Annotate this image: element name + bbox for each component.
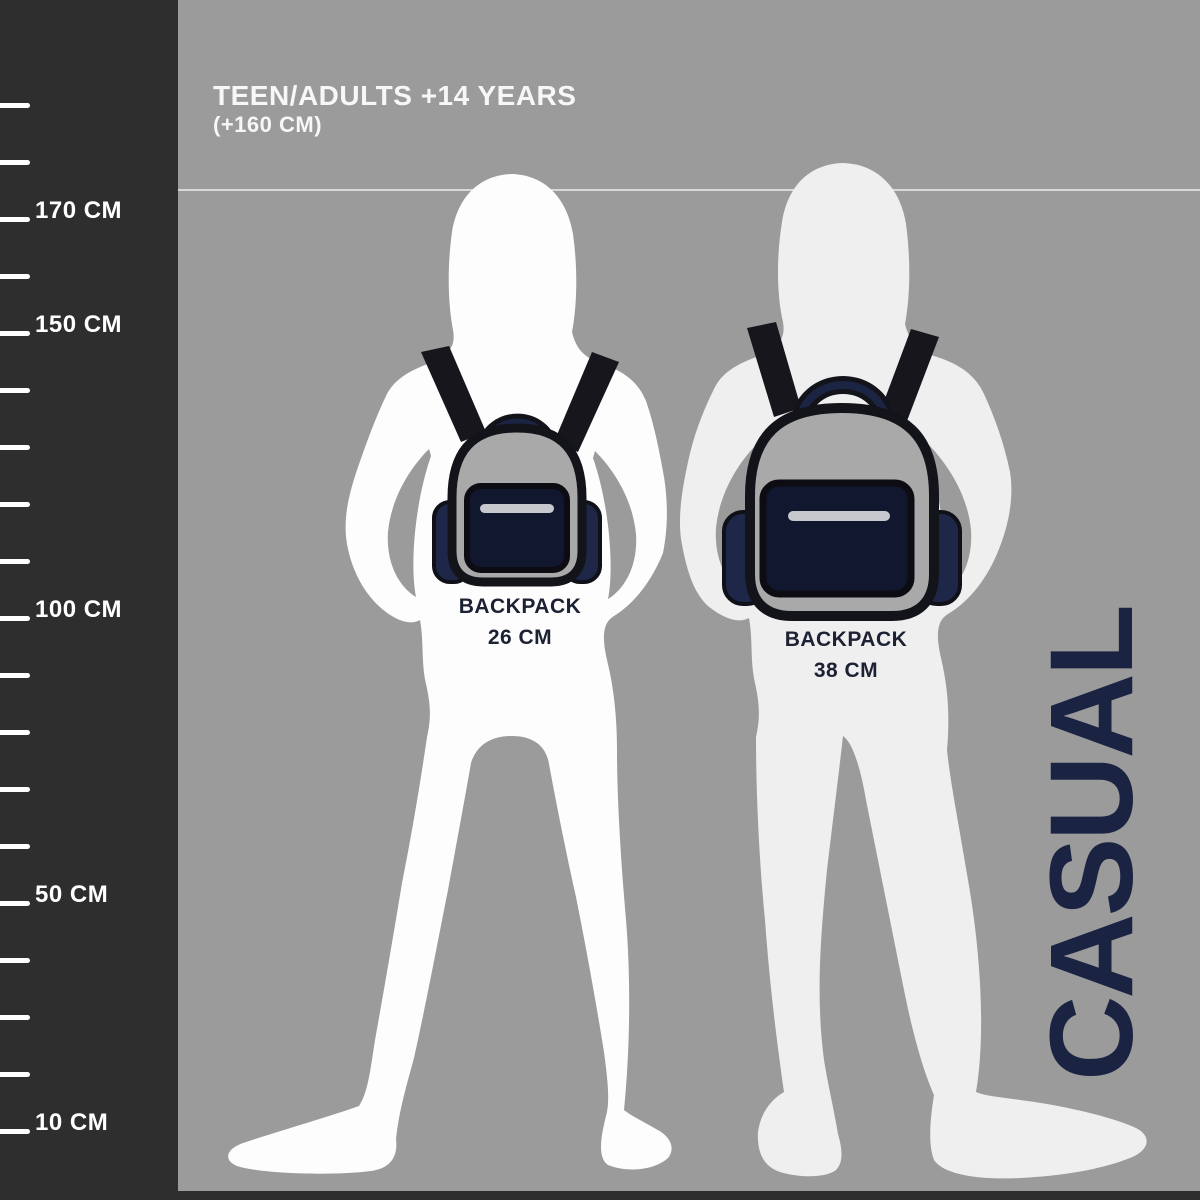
ruler-tick bbox=[0, 844, 30, 849]
ruler-tick bbox=[0, 217, 30, 222]
ruler-tick bbox=[0, 616, 30, 621]
ruler-label: 100 CM bbox=[35, 596, 123, 623]
ruler-tick bbox=[0, 103, 30, 108]
front-pocket bbox=[759, 479, 915, 598]
silhouette-left-figure bbox=[228, 174, 672, 1174]
strap-right bbox=[880, 329, 939, 421]
backpack-label-line1: BACKPACK bbox=[458, 595, 582, 618]
age-group-header: TEEN/ADULTS +14 YEARS (+160 CM) bbox=[213, 80, 576, 138]
backpack-26cm-icon bbox=[421, 346, 619, 587]
backpack-label-size: 38 CM bbox=[813, 659, 879, 682]
ruler-tick bbox=[0, 160, 30, 165]
ruler-tick bbox=[0, 1015, 30, 1020]
ruler-tick bbox=[0, 901, 30, 906]
ruler-label: 50 CM bbox=[35, 881, 109, 908]
ruler-tick bbox=[0, 502, 30, 507]
age-group-height: (+160 CM) bbox=[213, 112, 323, 137]
ruler-tick bbox=[0, 958, 30, 963]
ruler-tick bbox=[0, 730, 30, 735]
bottom-strip bbox=[0, 1191, 1200, 1200]
ruler-label: 150 CM bbox=[35, 311, 123, 338]
collection-name-vertical: CASUAL bbox=[1026, 607, 1158, 1081]
person-silhouette bbox=[228, 174, 672, 1174]
arm-gap-left bbox=[387, 449, 431, 597]
backpack-label-line1: BACKPACK bbox=[784, 628, 908, 651]
ruler-label: 10 CM bbox=[35, 1109, 109, 1136]
height-guide-line bbox=[178, 189, 1200, 191]
ruler-tick bbox=[0, 331, 30, 336]
ruler-tick bbox=[0, 388, 30, 393]
backpack-26cm-label: BACKPACK 26 CM bbox=[420, 591, 620, 653]
age-group-title: TEEN/ADULTS +14 YEARS bbox=[213, 80, 577, 111]
backpack-label-size: 26 CM bbox=[487, 626, 553, 649]
arm-gap-right bbox=[593, 451, 637, 599]
strap-right bbox=[554, 352, 619, 452]
ruler-tick bbox=[0, 274, 30, 279]
height-ruler: 170 CM 150 CM 100 CM 50 CM 10 CM bbox=[0, 0, 178, 1200]
ruler-tick bbox=[0, 1072, 30, 1077]
front-pocket bbox=[464, 483, 570, 573]
ruler-tick bbox=[0, 559, 30, 564]
zipper-line bbox=[480, 504, 554, 513]
strap-left bbox=[421, 346, 486, 442]
backpack-38cm-label: BACKPACK 38 CM bbox=[746, 624, 946, 686]
ruler-tick bbox=[0, 787, 30, 792]
ruler-tick bbox=[0, 1129, 30, 1134]
backpack-38cm-icon bbox=[722, 322, 962, 621]
ruler-tick bbox=[0, 673, 30, 678]
zipper-line bbox=[788, 511, 890, 521]
strap-left bbox=[747, 322, 801, 417]
ruler-tick bbox=[0, 445, 30, 450]
ruler-label: 170 CM bbox=[35, 197, 123, 224]
